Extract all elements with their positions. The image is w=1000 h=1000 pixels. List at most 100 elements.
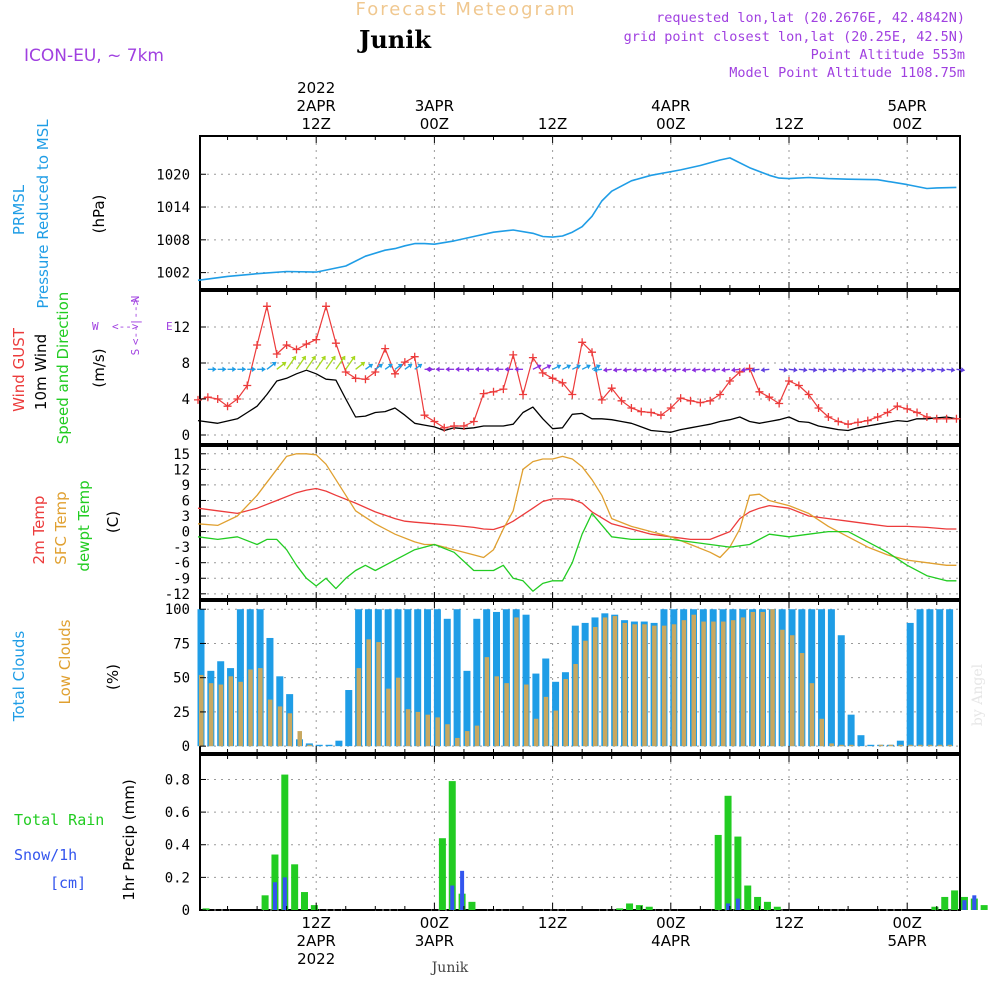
wind-arrow-head xyxy=(407,363,413,369)
wind-arrow-head xyxy=(536,364,542,370)
gust-marker xyxy=(440,423,449,432)
wind-arrow-head xyxy=(242,366,247,373)
model-altitude: Model Point Altitude 1108.75m xyxy=(729,65,965,81)
gust-marker xyxy=(558,378,567,387)
wind-arrow-head xyxy=(350,355,356,361)
total-cloud-bar xyxy=(916,609,924,747)
temp-panel xyxy=(199,445,961,600)
time-label-bottom: 2022 xyxy=(297,950,335,968)
y-tick-label: -3 xyxy=(173,540,190,556)
total-cloud-bar xyxy=(808,609,816,747)
wind-arrow-head xyxy=(566,364,572,370)
watermark: by Angel xyxy=(970,663,986,726)
y-tick-label: 0.4 xyxy=(165,838,190,854)
wind-arrow-head xyxy=(750,367,756,373)
wind-arrow-head xyxy=(711,367,716,373)
gust-marker xyxy=(804,390,813,399)
wind-arrow-head xyxy=(593,367,598,373)
gust-marker xyxy=(785,377,793,385)
gust-marker xyxy=(282,341,291,349)
gust-marker xyxy=(568,390,577,399)
y-tick-label: 4 xyxy=(182,392,190,408)
total-cloud-bar xyxy=(936,609,944,747)
rain-bar xyxy=(626,903,634,910)
wind-arrow-head xyxy=(271,361,277,367)
wind-arrow-head xyxy=(474,366,479,373)
wind-arrow-head xyxy=(261,366,266,373)
wind-arrow-head xyxy=(595,364,601,370)
total-cloud-bar xyxy=(926,609,934,747)
gust-marker xyxy=(932,414,941,423)
low-cloud-bar xyxy=(208,683,214,747)
point-altitude: Point Altitude 553m xyxy=(811,47,965,63)
rain-bar xyxy=(754,896,762,910)
wind-arrow-head xyxy=(455,366,460,373)
prmsl-label: PRMSL xyxy=(10,184,28,235)
low-cloud-bar xyxy=(277,706,283,747)
time-label-bottom: 12Z xyxy=(538,914,567,932)
gust-marker xyxy=(233,395,242,403)
gust-marker xyxy=(528,353,537,362)
wind-arrow-head xyxy=(832,367,838,373)
precip-panel xyxy=(199,754,961,911)
gust-marker xyxy=(922,413,931,421)
dewpt-line xyxy=(197,512,957,592)
gust-marker xyxy=(194,395,202,404)
wind-arrow-head xyxy=(783,367,788,373)
gust-marker xyxy=(873,413,882,421)
clouds-panel xyxy=(199,600,961,754)
gust-line xyxy=(197,305,957,429)
pressure-unit: (hPa) xyxy=(90,195,108,234)
wind-arrow-head xyxy=(622,367,628,373)
gust-marker xyxy=(223,402,232,411)
time-label-top: 00Z xyxy=(420,115,449,133)
y-tick-label: 8 xyxy=(182,356,190,372)
gust-marker xyxy=(272,350,281,358)
rain-bar xyxy=(714,834,722,910)
rain-bar xyxy=(773,906,781,910)
low-cloud-bar xyxy=(829,743,834,747)
gust-marker xyxy=(253,341,262,349)
gust-marker xyxy=(588,348,596,357)
low-cloud-bar xyxy=(396,677,401,747)
wind-arrow-head xyxy=(368,363,374,369)
rain-bar xyxy=(438,838,446,910)
wind-arrow-head xyxy=(504,366,509,373)
wind-arrow-head xyxy=(435,366,440,373)
time-label-top: 4APR xyxy=(651,97,690,115)
location-title: Junik xyxy=(357,25,432,54)
rain-bar xyxy=(301,892,308,910)
y-tick-label: 1014 xyxy=(156,200,190,216)
total-cloud-bar xyxy=(335,740,343,747)
wind-arrow-head xyxy=(652,367,657,373)
low-cloud-bar xyxy=(819,718,825,747)
time-label-top: 12Z xyxy=(774,115,803,133)
y-tick-label: 0.8 xyxy=(165,772,190,788)
wind-arrow-head xyxy=(360,361,366,367)
gust-marker xyxy=(420,411,429,420)
gust-marker xyxy=(459,422,468,430)
time-label-top: 12Z xyxy=(302,115,331,133)
gust-marker xyxy=(509,350,518,359)
low-cloud-bar xyxy=(691,614,696,747)
wind-arrow-head xyxy=(862,367,867,373)
gust-marker xyxy=(706,396,715,405)
gust-marker xyxy=(716,390,725,399)
gust-marker xyxy=(381,344,390,353)
total-cloud-bar xyxy=(404,609,412,747)
gust-marker xyxy=(499,385,508,394)
gust-marker xyxy=(903,404,912,413)
total-cloud-bar xyxy=(325,744,333,747)
wind-arrow-head xyxy=(465,366,470,373)
low-cloud-bar xyxy=(199,674,204,747)
rain-bar xyxy=(931,906,939,910)
gust-marker xyxy=(400,358,409,367)
wind-arrow-head xyxy=(891,367,897,373)
total-cloud-bar xyxy=(896,740,904,747)
gust-marker xyxy=(578,338,587,347)
wind-arrow-head xyxy=(793,367,798,373)
gust-marker xyxy=(794,381,803,390)
total-cloud-bar xyxy=(857,735,865,747)
wind-arrow-head xyxy=(321,355,326,361)
low-cloud-bar xyxy=(238,681,243,747)
